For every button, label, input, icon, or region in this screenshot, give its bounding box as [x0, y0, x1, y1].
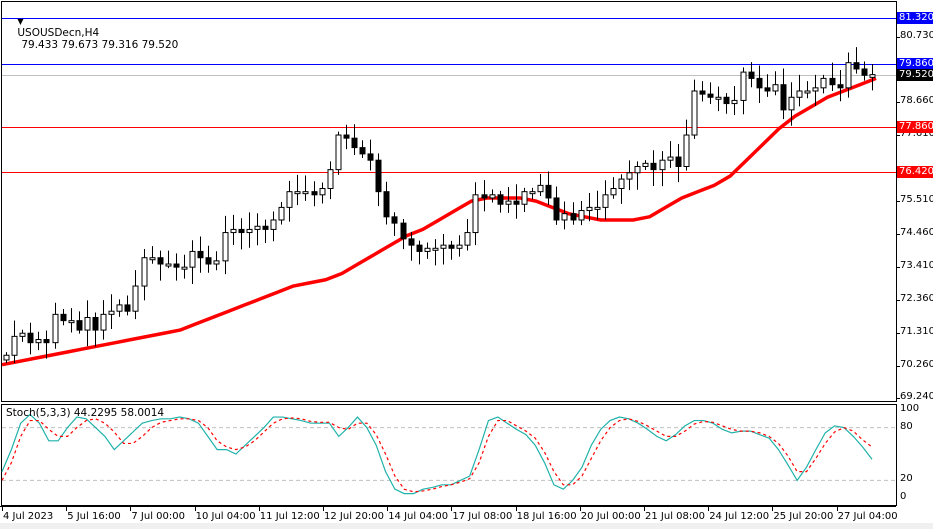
triangle-down-icon[interactable]: ▼	[17, 17, 24, 26]
price-axis-label: 80.730	[900, 29, 933, 41]
time-axis-label: 17 Jul 08:00	[452, 511, 513, 522]
price-axis-label: 71.310	[900, 325, 933, 337]
time-axis-label: 12 Jul 20:00	[324, 511, 384, 522]
price-axis-label: 73.410	[900, 259, 933, 271]
stoch-axis-label: 80	[900, 420, 913, 432]
stoch-reference-lines	[2, 427, 896, 481]
time-axis-label: 25 Jul 20:00	[773, 511, 834, 522]
stoch-indicator-label: Stoch(5,3,3) 44.2295 58.0014	[6, 407, 165, 419]
ohlc-values: 79.433 79.673 79.316 79.520	[21, 39, 179, 51]
time-axis-label: 24 Jul 12:00	[709, 511, 770, 522]
stochastic-lines	[1, 413, 873, 495]
time-axis-ticks	[0, 506, 896, 511]
stoch-axis-label: 100	[900, 403, 920, 414]
price-axis-label: 74.460	[900, 226, 933, 238]
chart-header: ▼ USOUSDecn,H4 79.433 79.673 79.316 79.5…	[4, 3, 178, 63]
moving-average-line	[1, 76, 877, 367]
price-axis-label: 77.610	[900, 127, 933, 139]
stoch-panel-frame	[1, 404, 897, 506]
time-axis-label: 7 Jul 00:00	[131, 511, 185, 522]
time-axis-label: 21 Jul 08:00	[645, 511, 705, 522]
time-axis-label: 18 Jul 16:00	[516, 511, 577, 522]
price-tag: 76.420	[897, 166, 933, 179]
time-axis-label: 11 Jul 12:00	[259, 511, 320, 522]
price-axis-ticks	[896, 37, 900, 399]
price-tag: 79.860	[897, 57, 933, 70]
price-axis-label: 78.660	[900, 94, 933, 106]
stoch-axis-label: 20	[900, 473, 913, 485]
price-axis-label: 69.240	[900, 391, 933, 403]
time-axis-label: 10 Jul 04:00	[195, 511, 256, 522]
time-axis-label: 4 Jul 2023	[3, 511, 54, 522]
price-axis-label: 72.360	[900, 292, 933, 304]
horizontal-levels[interactable]	[2, 18, 896, 173]
price-axis-label: 70.260	[900, 358, 933, 370]
time-axis-label: 27 Jul 04:00	[837, 511, 898, 522]
price-tag: 79.520	[897, 68, 933, 81]
time-axis-label: 20 Jul 00:00	[580, 511, 641, 522]
candlesticks	[3, 47, 876, 364]
price-tag: 77.860	[897, 120, 933, 133]
bottom-scrollbar-strip[interactable]	[0, 523, 933, 529]
symbol-label: USOUSDecn,H4	[17, 27, 100, 39]
time-axis-label: 5 Jul 16:00	[67, 511, 121, 522]
price-axis-label: 75.510	[900, 193, 933, 205]
time-axis-label: 14 Jul 04:00	[388, 511, 449, 522]
price-tag: 81.320	[897, 12, 933, 24]
stoch-axis-label: 0	[900, 491, 907, 502]
